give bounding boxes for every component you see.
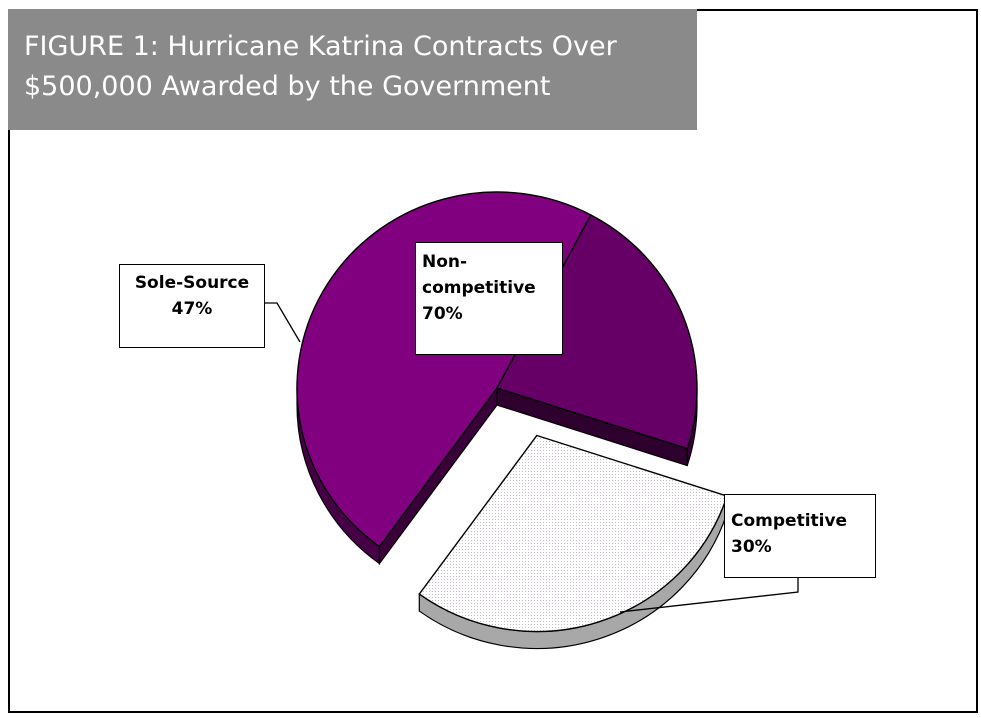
label-sole-source-value: 47% — [171, 299, 213, 319]
label-non-competitive: Non- competitive 70% — [415, 242, 563, 355]
label-non-competitive-value: 70% — [422, 304, 463, 324]
figure-title-line-1: FIGURE 1: Hurricane Katrina Contracts Ov… — [24, 31, 617, 62]
leader-lines — [265, 302, 799, 613]
label-sole-source: Sole-Source 47% — [119, 264, 265, 348]
label-competitive-value: 30% — [731, 537, 772, 557]
label-competitive-name: Competitive — [731, 511, 848, 531]
label-sole-source-name: Sole-Source — [134, 273, 250, 293]
leader-competitive — [619, 578, 799, 613]
label-non-competitive-name-1: Non- — [422, 252, 468, 272]
figure-title-line-2: $500,000 Awarded by the Government — [24, 71, 551, 102]
figure-title-box: FIGURE 1: Hurricane Katrina Contracts Ov… — [8, 9, 697, 130]
pie-slice-competitive — [418, 434, 728, 633]
label-competitive: Competitive 30% — [724, 494, 876, 578]
leader-sole-source — [265, 302, 301, 343]
pie-slice-non-competitive — [495, 214, 698, 450]
label-non-competitive-name-2: competitive — [422, 278, 536, 298]
